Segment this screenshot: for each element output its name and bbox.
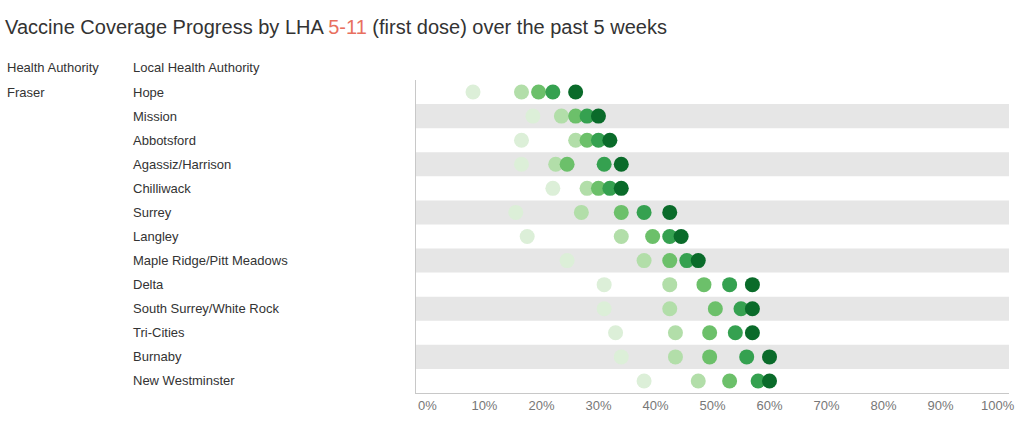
svg-text:30%: 30% — [585, 398, 611, 413]
svg-text:Chilliwack: Chilliwack — [133, 181, 191, 196]
svg-text:60%: 60% — [757, 398, 783, 413]
svg-text:New Westminster: New Westminster — [133, 373, 235, 388]
svg-text:50%: 50% — [699, 398, 725, 413]
svg-text:Surrey: Surrey — [133, 205, 172, 220]
svg-text:Delta: Delta — [133, 277, 164, 292]
svg-text:Mission: Mission — [133, 109, 177, 124]
svg-text:Maple Ridge/Pitt Meadows: Maple Ridge/Pitt Meadows — [133, 253, 288, 268]
svg-text:Abbotsford: Abbotsford — [133, 133, 196, 148]
svg-text:100%: 100% — [981, 398, 1015, 413]
svg-text:Fraser: Fraser — [7, 85, 45, 100]
svg-text:Health Authority: Health Authority — [7, 60, 99, 75]
svg-text:80%: 80% — [871, 398, 897, 413]
svg-text:Langley: Langley — [133, 229, 179, 244]
svg-text:Agassiz/Harrison: Agassiz/Harrison — [133, 157, 231, 172]
svg-text:20%: 20% — [528, 398, 554, 413]
svg-text:90%: 90% — [928, 398, 954, 413]
svg-text:Hope: Hope — [133, 85, 164, 100]
svg-text:Local Health Authority: Local Health Authority — [133, 60, 260, 75]
svg-text:Vaccine Coverage Progress by L: Vaccine Coverage Progress by LHA 5-11 (f… — [5, 16, 667, 38]
svg-text:Tri-Cities: Tri-Cities — [133, 325, 185, 340]
svg-text:South Surrey/White Rock: South Surrey/White Rock — [133, 301, 279, 316]
svg-text:0%: 0% — [418, 398, 437, 413]
svg-text:10%: 10% — [471, 398, 497, 413]
svg-text:40%: 40% — [642, 398, 668, 413]
svg-text:Burnaby: Burnaby — [133, 349, 182, 364]
svg-text:70%: 70% — [814, 398, 840, 413]
